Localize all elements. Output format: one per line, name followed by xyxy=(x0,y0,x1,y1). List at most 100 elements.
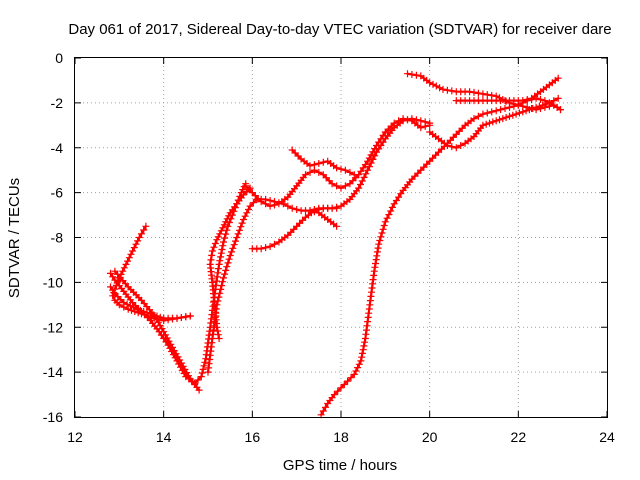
data-point xyxy=(455,127,463,135)
data-point xyxy=(535,102,543,110)
data-point xyxy=(197,373,205,381)
data-point xyxy=(550,97,558,105)
data-point xyxy=(130,304,138,312)
data-point xyxy=(497,106,505,114)
data-point xyxy=(417,124,425,132)
data-point xyxy=(223,215,231,223)
data-point xyxy=(257,198,265,206)
data-point xyxy=(479,90,487,98)
data-point xyxy=(233,234,241,241)
data-point xyxy=(271,240,278,248)
data-point xyxy=(195,386,203,394)
series-7 xyxy=(248,115,434,253)
data-point xyxy=(364,166,372,174)
data-point xyxy=(315,160,323,167)
data-point xyxy=(230,241,238,249)
data-point xyxy=(266,243,274,250)
data-point xyxy=(377,233,385,241)
data-point xyxy=(138,230,145,238)
data-point xyxy=(225,219,233,226)
data-point xyxy=(537,96,544,103)
data-point xyxy=(214,265,222,273)
data-point xyxy=(352,367,360,375)
data-point xyxy=(262,244,270,252)
series-10 xyxy=(317,101,564,419)
data-point xyxy=(365,154,373,162)
data-point xyxy=(479,121,487,129)
data-point xyxy=(341,166,349,174)
data-point xyxy=(554,74,562,82)
data-point xyxy=(294,152,302,160)
data-point xyxy=(509,111,517,119)
data-point xyxy=(483,109,491,117)
data-point xyxy=(125,254,133,262)
data-point xyxy=(337,384,345,392)
data-point xyxy=(387,122,395,130)
data-point xyxy=(160,328,168,336)
data-point xyxy=(133,305,141,313)
data-point xyxy=(200,362,208,370)
data-point xyxy=(350,171,358,179)
y-tick-label: -4 xyxy=(51,140,64,156)
data-point xyxy=(243,209,251,217)
data-point xyxy=(208,251,216,259)
chart-title: Day 061 of 2017, Sidereal Day-to-day VTE… xyxy=(68,21,611,38)
data-point xyxy=(217,285,225,293)
data-point xyxy=(337,165,345,173)
data-point xyxy=(156,313,164,321)
x-tick-label: 12 xyxy=(67,429,83,445)
x-tick-label: 18 xyxy=(333,429,349,445)
data-point xyxy=(201,358,209,366)
data-point xyxy=(372,260,379,267)
data-point xyxy=(506,112,513,120)
data-point xyxy=(421,118,429,126)
data-point xyxy=(186,312,194,320)
data-point xyxy=(153,315,161,323)
data-point xyxy=(215,260,223,268)
data-point xyxy=(385,211,393,219)
data-point xyxy=(349,177,357,185)
data-point xyxy=(333,164,341,172)
data-point xyxy=(519,97,527,105)
data-point xyxy=(436,84,444,92)
x-tick-label: 16 xyxy=(245,429,261,445)
series-12 xyxy=(452,74,562,105)
data-point xyxy=(236,226,243,234)
data-point xyxy=(225,212,233,220)
data-point xyxy=(198,369,206,377)
data-point xyxy=(360,173,368,181)
data-point xyxy=(179,362,187,370)
data-point xyxy=(254,195,262,203)
data-point xyxy=(296,219,304,227)
y-tick-label: -14 xyxy=(43,364,63,380)
data-point xyxy=(449,133,457,141)
data-point xyxy=(417,166,425,174)
data-point xyxy=(115,301,123,309)
data-point xyxy=(496,116,503,124)
x-tick-label: 14 xyxy=(156,429,172,445)
data-point xyxy=(130,244,138,252)
data-point xyxy=(219,242,227,250)
data-point xyxy=(217,249,225,257)
data-point xyxy=(499,115,507,123)
data-point xyxy=(408,71,416,78)
data-point xyxy=(222,218,230,226)
data-point xyxy=(435,148,442,156)
data-point xyxy=(554,94,562,102)
data-point xyxy=(355,360,363,368)
data-point xyxy=(215,293,223,301)
data-point xyxy=(452,144,460,152)
data-point xyxy=(502,114,510,121)
data-point xyxy=(429,154,437,162)
data-point xyxy=(375,240,383,248)
data-point xyxy=(213,301,221,309)
data-point xyxy=(519,108,527,116)
data-point xyxy=(369,155,377,163)
data-point xyxy=(501,105,509,112)
data-point xyxy=(359,346,367,354)
data-point xyxy=(525,106,533,114)
data-point xyxy=(140,226,148,234)
data-point xyxy=(426,119,434,127)
plot-frame xyxy=(74,57,608,418)
